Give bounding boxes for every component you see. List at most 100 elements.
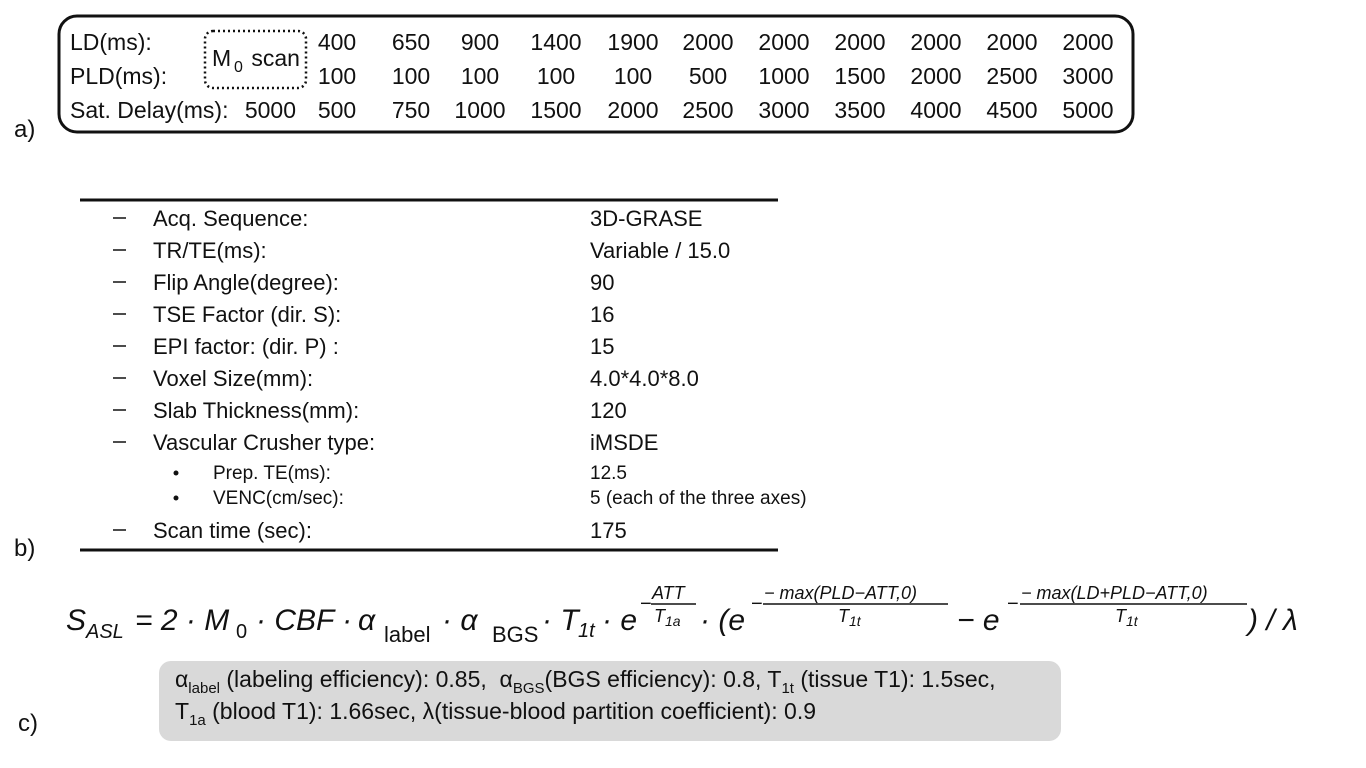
param-value: Variable / 15.0	[590, 238, 730, 263]
cell: 2000	[682, 29, 733, 55]
param-value: 12.5	[590, 463, 627, 484]
eq-sub: 0	[236, 621, 247, 643]
param-value: iMSDE	[590, 430, 658, 455]
cell: 2000	[910, 63, 961, 89]
eq-part: · α	[442, 604, 478, 637]
param-value: 4.0*4.0*8.0	[590, 366, 699, 391]
eq-part: · T	[542, 604, 581, 637]
note-line: T1a (blood T1): 1.66sec, λ(tissue-blood …	[175, 698, 816, 729]
eq-part: · (e	[700, 604, 745, 637]
cell: 750	[392, 97, 430, 123]
param-name: Acq. Sequence:	[153, 206, 308, 231]
note-text: α	[175, 666, 188, 692]
eq-sub: label	[384, 622, 430, 647]
param-value: 175	[590, 518, 627, 543]
note-box	[159, 661, 1061, 741]
note-sub: 1a	[189, 712, 206, 729]
m0-value: 5000	[245, 97, 296, 123]
param-name: TSE Factor (dir. S):	[153, 302, 341, 327]
cell: 500	[689, 63, 727, 89]
eq-part: ) / λ	[1245, 604, 1298, 637]
eq-exp: 1a	[665, 613, 681, 629]
eq-exp: T	[1115, 606, 1128, 626]
eq-part: · CBF ·	[256, 604, 360, 637]
row-label: Sat. Delay(ms):	[70, 97, 228, 123]
equation: S ASL = 2 · M 0 · CBF · α label · α BGS …	[66, 583, 1298, 647]
cell: 100	[537, 63, 575, 89]
panel-label: c)	[18, 710, 38, 737]
param-value: 15	[590, 334, 614, 359]
param-name: Voxel Size(mm):	[153, 366, 313, 391]
eq-exp: − max(PLD−ATT,0)	[764, 583, 917, 603]
eq-sub: ASL	[85, 621, 124, 643]
param-value: 5 (each of the three axes)	[590, 488, 807, 509]
cell: 2000	[910, 29, 961, 55]
eq-exp: ATT	[651, 583, 687, 603]
note-sub: label	[188, 680, 220, 697]
cell: 4500	[986, 97, 1037, 123]
eq-exp: −	[640, 593, 652, 615]
panel-label: b)	[14, 535, 35, 562]
param-name: TR/TE(ms):	[153, 238, 267, 263]
eq-part: − e	[957, 604, 1000, 637]
cell: 3500	[834, 97, 885, 123]
note-sub: 1t	[781, 680, 794, 697]
cell: 2000	[986, 29, 1037, 55]
eq-exp: T	[838, 606, 851, 626]
m0-text: scan	[245, 45, 300, 71]
cell: 1000	[454, 97, 505, 123]
eq-exp: 1t	[1126, 613, 1139, 629]
note-text: (labeling efficiency): 0.85, α	[220, 666, 513, 692]
cell: 900	[461, 29, 499, 55]
bullet	[173, 470, 179, 476]
note-line: αlabel (labeling efficiency): 0.85, αBGS…	[175, 666, 996, 697]
row-label: PLD(ms):	[70, 63, 167, 89]
param-name: Vascular Crusher type:	[153, 430, 375, 455]
m0-text: M	[212, 45, 231, 71]
panel-b: Acq. Sequence: 3D-GRASE TR/TE(ms): Variable…	[113, 206, 807, 543]
cell: 1400	[530, 29, 581, 55]
cell: 100	[614, 63, 652, 89]
cell: 4000	[910, 97, 961, 123]
cell: 2000	[1062, 29, 1113, 55]
param-name: EPI factor: (dir. P) :	[153, 334, 339, 359]
eq-part: S	[66, 604, 86, 637]
cell: 1500	[530, 97, 581, 123]
note-text: (tissue T1): 1.5sec,	[794, 666, 996, 692]
cell: 2000	[758, 29, 809, 55]
eq-part: = 2 · M	[135, 604, 229, 637]
param-name: Slab Thickness(mm):	[153, 398, 359, 423]
eq-part: α	[358, 604, 376, 637]
cell: 1500	[834, 63, 885, 89]
note-text: (BGS efficiency): 0.8, T	[545, 666, 782, 692]
note: αlabel (labeling efficiency): 0.85, αBGS…	[175, 666, 996, 729]
note-text: (blood T1): 1.66sec, λ(tissue-blood part…	[206, 698, 816, 724]
note-sub: BGS	[513, 680, 545, 697]
panel-a: LD(ms): 400 650 900 1400 1900 2000 2000 2000 2000…	[70, 29, 1114, 123]
param-value: 3D-GRASE	[590, 206, 702, 231]
param-value: 90	[590, 270, 614, 295]
cell: 500	[318, 97, 356, 123]
param-name: VENC(cm/sec):	[213, 488, 344, 509]
eq-exp: T	[654, 606, 667, 626]
cell: 3000	[1062, 63, 1113, 89]
cell: 100	[318, 63, 356, 89]
note-text: T	[175, 698, 189, 724]
panel-a-frame	[57, 14, 1135, 134]
cell: 650	[392, 29, 430, 55]
cell: 100	[461, 63, 499, 89]
cell: 1900	[607, 29, 658, 55]
eq-exp: −	[751, 593, 763, 615]
eq-exp: 1t	[849, 613, 862, 629]
cell: 2000	[607, 97, 658, 123]
eq-part: · e	[602, 604, 637, 637]
eq-exp: −	[1007, 593, 1019, 615]
cell: 5000	[1062, 97, 1113, 123]
cell: 1000	[758, 63, 809, 89]
param-name: Flip Angle(degree):	[153, 270, 339, 295]
eq-sub: BGS	[492, 622, 538, 647]
cell: 3000	[758, 97, 809, 123]
param-value: 120	[590, 398, 627, 423]
